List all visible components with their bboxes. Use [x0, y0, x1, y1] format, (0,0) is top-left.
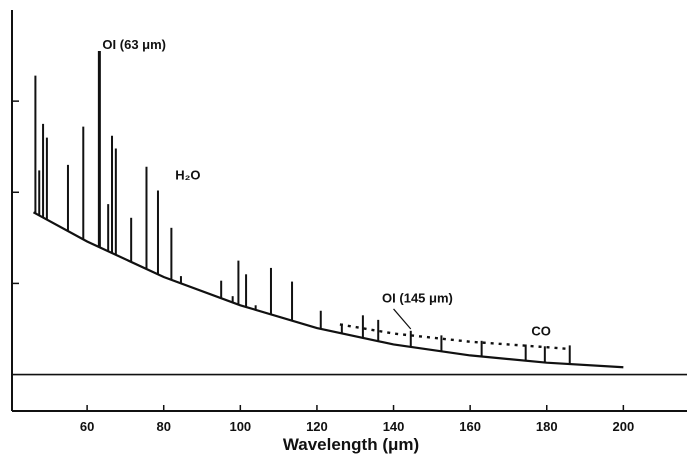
x-tick-label: 60	[80, 419, 94, 434]
continuum-line	[32, 211, 624, 369]
annotation-label: OI (63 μm)	[102, 37, 166, 52]
x-tick-label: 180	[536, 419, 558, 434]
x-tick-label: 140	[383, 419, 405, 434]
x-axis-label: Wavelength (μm)	[283, 435, 419, 454]
annotation-label: H₂O	[175, 168, 200, 183]
annotation-label: OI (145 μm)	[382, 291, 453, 306]
x-tick-labels: 60 80 100 120 140 160 180 200	[80, 419, 634, 434]
x-tick-label: 160	[459, 419, 481, 434]
x-tick-label: 200	[613, 419, 635, 434]
plot-frame	[11, 10, 687, 412]
chart-marks	[32, 51, 624, 369]
x-tick-label: 100	[229, 419, 251, 434]
annotations: OI (63 μm) H₂O OI (145 μm) CO	[102, 37, 550, 338]
x-tick-label: 120	[306, 419, 328, 434]
annotation-label: CO	[531, 323, 551, 338]
annotation-leader	[393, 308, 412, 330]
x-tick-label: 80	[156, 419, 170, 434]
